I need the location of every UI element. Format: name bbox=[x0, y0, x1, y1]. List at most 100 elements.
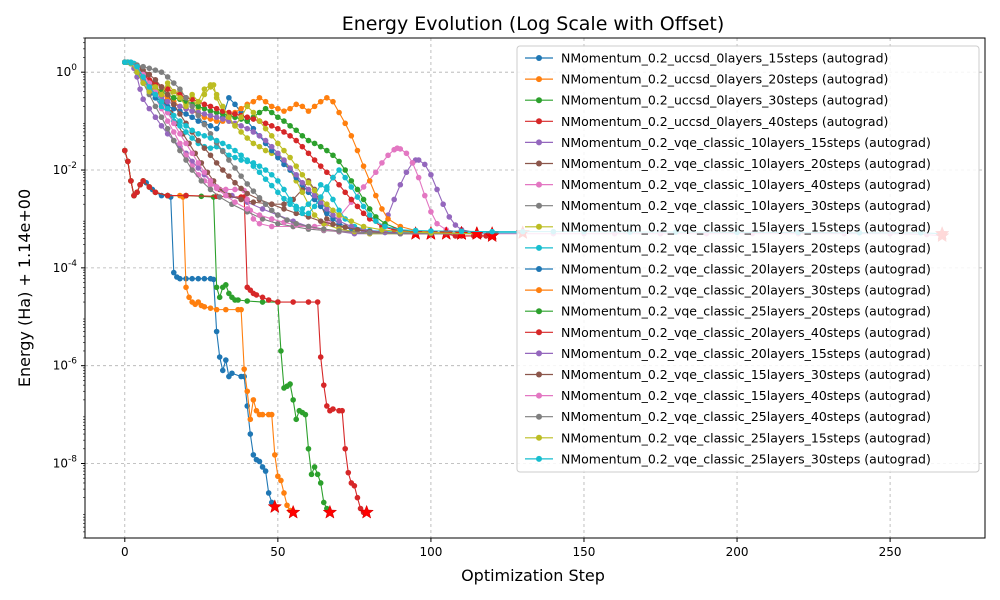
data-point bbox=[299, 179, 306, 186]
x-tick-label: 50 bbox=[270, 545, 285, 559]
data-point bbox=[446, 214, 453, 220]
data-point bbox=[250, 199, 257, 205]
data-point bbox=[140, 74, 146, 80]
series-line bbox=[124, 61, 462, 235]
data-point bbox=[268, 171, 275, 178]
data-point bbox=[235, 297, 241, 303]
data-point bbox=[125, 158, 131, 165]
legend-marker bbox=[536, 350, 542, 357]
data-point bbox=[158, 84, 165, 90]
data-point bbox=[201, 275, 208, 282]
data-point bbox=[330, 174, 336, 181]
data-point bbox=[287, 123, 293, 129]
data-point bbox=[164, 86, 171, 92]
data-point bbox=[268, 216, 275, 222]
data-point bbox=[287, 133, 293, 139]
legend-entry: NMomentum_0.2_vqe_classic_20layers_15ste… bbox=[525, 346, 931, 361]
data-point bbox=[281, 129, 287, 135]
data-point bbox=[324, 210, 330, 217]
data-point bbox=[281, 186, 287, 193]
data-point bbox=[351, 483, 358, 489]
data-point bbox=[183, 129, 189, 135]
data-point bbox=[275, 105, 281, 112]
data-point bbox=[330, 221, 336, 228]
data-point bbox=[287, 201, 293, 208]
data-point bbox=[170, 101, 177, 108]
legend-entry: NMomentum_0.2_vqe_classic_25layers_30ste… bbox=[525, 451, 931, 466]
data-point bbox=[244, 118, 251, 124]
data-point bbox=[223, 357, 229, 363]
data-point bbox=[207, 186, 214, 193]
data-point bbox=[201, 111, 208, 117]
data-point bbox=[140, 63, 146, 70]
legend-entry: NMomentum_0.2_uccsd_0layers_15steps (aut… bbox=[525, 51, 888, 66]
data-point bbox=[183, 94, 189, 101]
data-point bbox=[336, 167, 342, 173]
data-point bbox=[275, 212, 281, 218]
data-point bbox=[146, 105, 153, 112]
data-point bbox=[379, 160, 385, 166]
legend-entry: NMomentum_0.2_vqe_classic_10layers_15ste… bbox=[525, 135, 931, 150]
data-point bbox=[311, 187, 318, 194]
data-point bbox=[232, 199, 238, 205]
data-point bbox=[152, 114, 159, 121]
data-point bbox=[373, 169, 379, 176]
data-point bbox=[213, 118, 220, 124]
data-point bbox=[256, 133, 263, 139]
legend-marker bbox=[536, 287, 542, 294]
data-point bbox=[342, 120, 349, 127]
data-point bbox=[354, 226, 361, 233]
data-point bbox=[268, 201, 275, 208]
legend-entry: NMomentum_0.2_uccsd_0layers_20steps (aut… bbox=[525, 72, 888, 87]
legend-label: NMomentum_0.2_uccsd_0layers_30steps (aut… bbox=[561, 93, 888, 108]
data-point bbox=[422, 192, 428, 199]
data-point bbox=[210, 276, 217, 283]
data-point bbox=[189, 135, 195, 141]
data-point bbox=[158, 91, 165, 98]
data-point bbox=[207, 152, 214, 159]
legend-marker bbox=[536, 55, 542, 61]
data-point bbox=[226, 173, 232, 179]
data-point bbox=[198, 178, 205, 184]
data-point bbox=[317, 354, 324, 360]
legend-marker bbox=[536, 308, 542, 315]
data-point bbox=[299, 143, 306, 150]
data-point bbox=[385, 152, 391, 159]
data-point bbox=[189, 150, 195, 157]
final-point-star bbox=[267, 499, 283, 514]
data-point bbox=[354, 194, 361, 200]
data-point bbox=[170, 129, 177, 135]
data-point bbox=[238, 157, 244, 163]
data-point bbox=[164, 192, 171, 199]
data-point bbox=[305, 179, 312, 186]
data-point bbox=[360, 163, 367, 169]
data-point bbox=[397, 146, 404, 152]
data-point bbox=[305, 223, 312, 230]
data-point bbox=[158, 123, 165, 129]
data-point bbox=[177, 103, 183, 110]
y-axis-title: Energy (Ha) + 1.14e+00 bbox=[15, 189, 34, 387]
legend-entry: NMomentum_0.2_vqe_classic_10layers_40ste… bbox=[525, 177, 931, 192]
legend-label: NMomentum_0.2_vqe_classic_10layers_20ste… bbox=[561, 156, 931, 171]
data-point bbox=[360, 210, 367, 217]
data-point bbox=[324, 206, 330, 212]
data-point bbox=[317, 199, 324, 205]
data-point bbox=[305, 201, 312, 208]
data-point bbox=[164, 109, 171, 116]
data-point bbox=[189, 127, 195, 134]
data-point bbox=[354, 494, 361, 501]
legend-entry: NMomentum_0.2_vqe_classic_25layers_40ste… bbox=[525, 409, 931, 424]
data-point bbox=[262, 468, 269, 474]
data-point bbox=[146, 184, 153, 190]
legend-label: NMomentum_0.2_vqe_classic_20layers_40ste… bbox=[561, 325, 931, 340]
data-point bbox=[317, 143, 324, 150]
legend-marker bbox=[536, 371, 542, 378]
axis-ticks: 0 50 100 150 200 250 100 10-2 10-4 10-6 10-8 bbox=[53, 37, 902, 559]
legend-marker bbox=[536, 181, 542, 188]
data-point bbox=[244, 135, 251, 141]
data-point bbox=[275, 189, 281, 196]
data-point bbox=[195, 103, 202, 110]
data-point bbox=[256, 220, 263, 227]
data-point bbox=[213, 328, 220, 335]
data-point bbox=[146, 71, 153, 78]
